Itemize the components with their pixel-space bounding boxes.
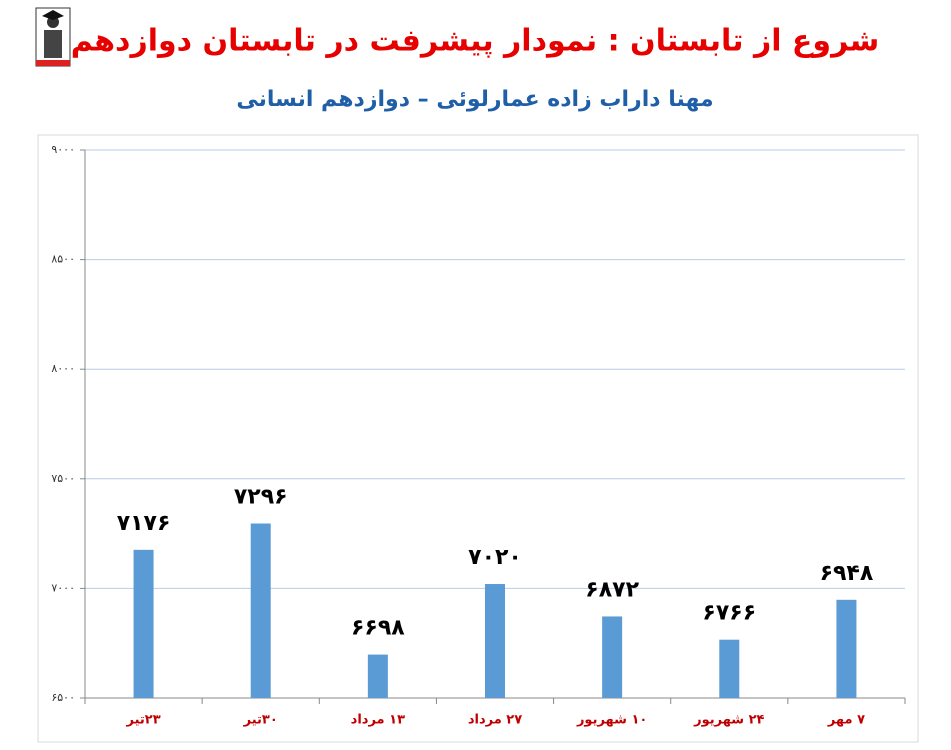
value-label: ۶۸۷۲ <box>585 577 639 602</box>
logo-cap <box>42 10 64 20</box>
value-label: ۶۹۴۸ <box>820 561 874 586</box>
logo-band <box>36 60 70 66</box>
logo <box>35 7 71 67</box>
y-tick-label: ۶۵۰۰ <box>51 691 75 704</box>
chart-frame <box>37 134 919 743</box>
bar <box>367 654 388 698</box>
chart-subtitle: مهنا داراب زاده عمارلوئی – دوازدهم انسان… <box>236 87 713 112</box>
bar <box>250 523 271 698</box>
value-label: ۶۶۹۸ <box>351 616 405 641</box>
value-label: ۷۲۹۶ <box>234 485 288 510</box>
bar <box>719 639 740 698</box>
value-label: ۶۷۶۶ <box>702 601 756 626</box>
logo-body <box>44 30 62 58</box>
x-tick-label: ۱۳ مرداد <box>351 713 405 728</box>
y-tick-label: ۷۰۰۰ <box>51 581 75 594</box>
y-tick-label: ۹۰۰۰ <box>51 143 75 156</box>
y-tick-label: ۸۰۰۰ <box>51 362 75 375</box>
bar <box>133 549 154 698</box>
x-tick-label: ۱۰ شهریور <box>576 713 647 728</box>
value-label: ۷۱۷۶ <box>117 511 171 536</box>
x-tick-label: ۷ مهر <box>827 713 865 728</box>
bar <box>836 599 857 698</box>
y-tick-label: ۸۵۰۰ <box>51 253 75 266</box>
chart-title: شروع از تابستان : نمودار پیشرفت در تابست… <box>71 24 880 59</box>
x-tick-label: ۲۳تیر <box>125 713 160 728</box>
bar <box>602 616 623 698</box>
bar <box>485 584 505 698</box>
x-tick-label: ۲۴ شهریور <box>693 713 764 728</box>
x-tick-label: ۲۷ مرداد <box>468 713 522 728</box>
logo-head <box>47 16 59 28</box>
value-label: ۷۰۲۰ <box>468 545 522 570</box>
y-tick-label: ۷۵۰۰ <box>51 472 75 485</box>
x-tick-label: ۳۰تیر <box>243 713 278 728</box>
